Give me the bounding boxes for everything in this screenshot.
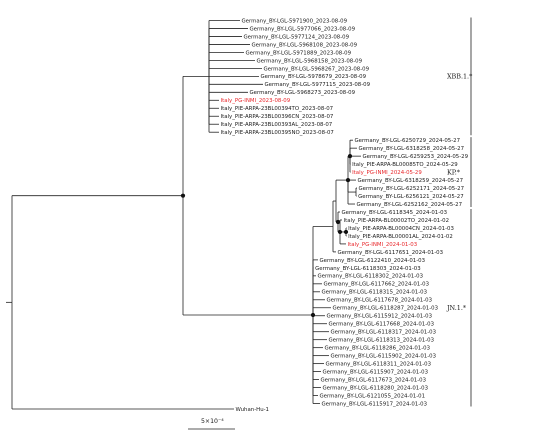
- clade-label: XBB.1.*: [447, 73, 473, 81]
- tip-label: Germany_BY-LGL-6250729_2024-05-27: [355, 138, 461, 144]
- tip-label: Germany_BY-LGL-6122410_2024-01-03: [320, 258, 426, 264]
- tip-label: Italy_PIE-ARPA-23BL00396CN_2023-08-07: [221, 114, 334, 120]
- tip-labels: Wuhan-Hu-1 Germany_BY-LGL-5971900_2023-08…: [221, 18, 469, 413]
- tip-label: Germany_BY-LGL-6115907_2024-01-03: [323, 370, 429, 376]
- scale-bar-label: 5×10⁻⁴: [201, 418, 224, 425]
- tip-label: Germany_BY-LGL-6252171_2024-05-27: [359, 186, 465, 192]
- tip-label: Germany_BY-LGL-6118280_2024-01-03: [323, 385, 429, 391]
- tip-label: Germany_BY-LGL-6118317_2024-01-03: [331, 330, 437, 336]
- tip-label: Italy_PIE-ARPA-BL00004CN_2024-01-03: [348, 226, 454, 232]
- clade-label: JN.1.*: [446, 304, 467, 312]
- tree-branches: [6, 20, 361, 410]
- tip-label: Italy_PG-INMI_2024-01-03: [348, 242, 418, 248]
- tip-label: Germany_BY-LGL-5978679_2023-08-09: [261, 74, 367, 80]
- tip-label: Italy_PIE-ARPA-BL00001AL_2024-01-02: [348, 234, 453, 240]
- tip-label: Germany_BY-LGL-6117668_2024-01-03: [329, 322, 435, 328]
- tip-label: Germany_BY-LGL-6117651_2024-01-03: [338, 250, 444, 256]
- tip-label: Germany_BY-LGL-6115917_2024-01-03: [322, 401, 428, 407]
- clade-brackets: KP.* JN.1.* XBB.1.*: [446, 17, 473, 407]
- tip-label: Germany_BY-LGL-6118311_2024-01-03: [326, 362, 432, 368]
- node-support-dot: [180, 193, 186, 198]
- tip-label: Italy_PG-INMI_2023-08-09: [221, 98, 291, 104]
- tip-label: Germany_BY-LGL-5968267_2023-08-09: [264, 66, 370, 72]
- tip-label: Italy_PIE-ARPA-23BL00393AL_2023-08-07: [221, 122, 333, 128]
- tip-label: Germany_BY-LGL-5977066_2023-08-09: [250, 26, 356, 32]
- tip-label: Germany_BY-LGL-6117662_2024-01-03: [324, 282, 430, 288]
- tip-label: Germany_BY-LGL-6118286_2024-01-03: [325, 346, 431, 352]
- tip-label: Germany_BY-LGL-6259253_2024-05-29: [363, 154, 469, 160]
- node-support-dot: [310, 312, 316, 318]
- node-support-dot: [345, 177, 351, 183]
- tip-label: Wuhan-Hu-1: [236, 407, 269, 413]
- tip-label: Germany_BY-LGL-6118345_2024-01-03: [342, 210, 448, 216]
- scale-bar: 5×10⁻⁴: [188, 418, 235, 430]
- tip-label: Germany_BY-LGL-5971889_2023-08-09: [246, 50, 352, 56]
- tip-label: Germany_BY-LGL-5968273_2023-08-09: [250, 90, 356, 96]
- node-support-dot: [335, 219, 341, 225]
- tip-label: Germany_BY-LGL-6118313_2024-01-03: [329, 338, 435, 344]
- tip-label: Germany_BY-LGL-6318258_2024-05-27: [359, 146, 465, 152]
- tip-label: Germany_BY-LGL-5977124_2023-08-09: [244, 34, 350, 40]
- tip-label: Germany_BY-LGL-6118302_2024-01-03: [318, 274, 424, 280]
- tip-label: Germany_BY-LGL-5968108_2023-08-09: [252, 42, 358, 48]
- tip-label: Germany_BY-LGL-5968158_2023-08-09: [257, 58, 363, 64]
- tip-label: Italy_PIE-ARPA-BL00002TO_2024-01-02: [344, 218, 450, 224]
- tip-label: Germany_BY-LGL-6121055_2024-01-01: [320, 393, 426, 399]
- tip-label: Germany_BY-LGL-6318259_2024-05-27: [358, 178, 464, 184]
- tip-label: Germany_BY-LGL-6118303_2024-01-03: [315, 266, 421, 272]
- tip-label: Italy_PG-INMI_2024-05-29: [352, 170, 422, 176]
- tip-label: Germany_BY-LGL-6252162_2024-05-27: [357, 202, 463, 208]
- tip-label: Germany_BY-LGL-5977115_2023-08-09: [265, 82, 371, 88]
- tip-label: Germany_BY-LGL-6117673_2024-01-03: [321, 377, 427, 383]
- tip-label: Italy_PIE-ARPA-BL00085TO_2024-05-29: [352, 162, 458, 168]
- tip-label: Germany_BY-LGL-5971900_2023-08-09: [242, 18, 348, 24]
- node-support-dot: [337, 229, 343, 235]
- tip-label: Italy_PIE-ARPA-23BL00395NO_2023-08-07: [221, 130, 334, 136]
- node-support-dot: [343, 229, 349, 235]
- tip-label: Germany_BY-LGL-6117678_2024-01-03: [327, 298, 433, 304]
- node-support-dot: [347, 154, 353, 159]
- tip-label: Germany_BY-LGL-6118287_2024-01-03: [333, 306, 439, 312]
- clade-label: KP.*: [447, 168, 461, 176]
- tip-label: Germany_BY-LGL-6256121_2024-05-27: [358, 194, 464, 200]
- tip-label: Italy_PIE-ARPA-23BL00394TO_2023-08-07: [221, 106, 334, 112]
- tip-label: Germany_BY-LGL-6115912_2024-01-03: [327, 314, 433, 320]
- tip-label: Germany_BY-LGL-6118315_2024-01-03: [322, 290, 428, 296]
- tip-label: Germany_BY-LGL-6115902_2024-01-03: [331, 354, 437, 360]
